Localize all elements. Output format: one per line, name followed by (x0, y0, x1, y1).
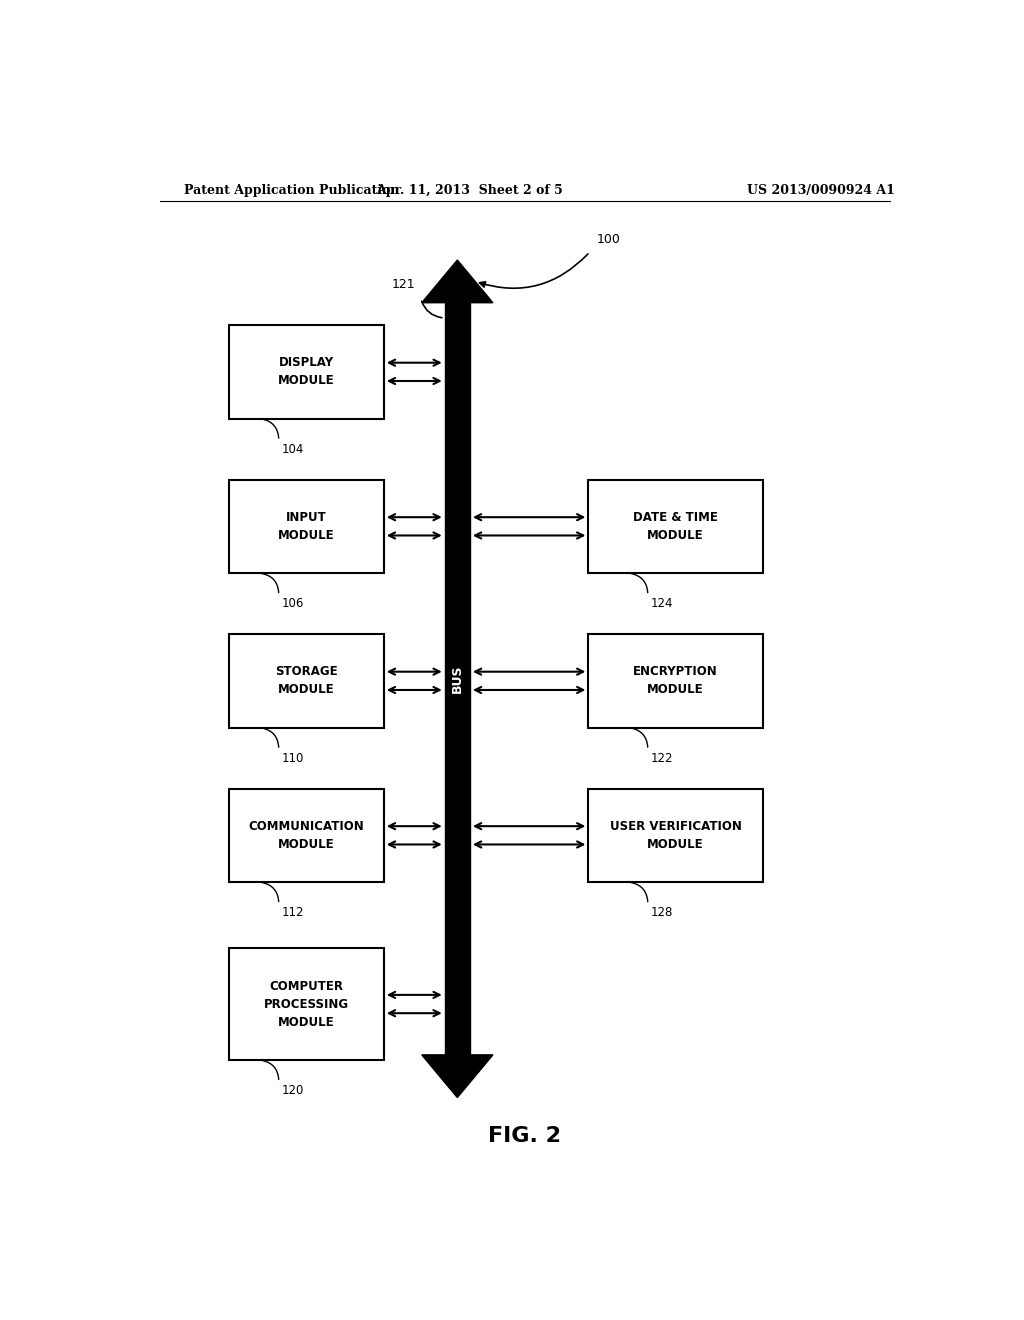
Text: BUS: BUS (451, 664, 464, 693)
Polygon shape (422, 1055, 493, 1097)
Text: 106: 106 (282, 598, 304, 610)
Text: US 2013/0090924 A1: US 2013/0090924 A1 (748, 185, 895, 198)
Text: DISPLAY
MODULE: DISPLAY MODULE (279, 356, 335, 387)
Text: DATE & TIME
MODULE: DATE & TIME MODULE (633, 511, 718, 541)
FancyArrowPatch shape (262, 729, 279, 747)
Text: 122: 122 (651, 752, 674, 766)
Text: USER VERIFICATION
MODULE: USER VERIFICATION MODULE (609, 820, 741, 851)
Text: 104: 104 (282, 444, 304, 455)
Polygon shape (444, 302, 470, 1055)
FancyArrowPatch shape (631, 573, 648, 593)
FancyBboxPatch shape (229, 788, 384, 882)
Text: Patent Application Publication: Patent Application Publication (183, 185, 399, 198)
FancyArrowPatch shape (262, 418, 279, 438)
FancyBboxPatch shape (588, 634, 763, 727)
FancyArrowPatch shape (479, 253, 588, 288)
Text: 110: 110 (282, 752, 304, 766)
Text: COMPUTER
PROCESSING
MODULE: COMPUTER PROCESSING MODULE (264, 979, 349, 1028)
FancyArrowPatch shape (262, 883, 279, 902)
Text: COMMUNICATION
MODULE: COMMUNICATION MODULE (249, 820, 365, 851)
FancyBboxPatch shape (229, 479, 384, 573)
Text: 100: 100 (596, 234, 621, 247)
Text: FIG. 2: FIG. 2 (488, 1126, 561, 1146)
FancyArrowPatch shape (262, 573, 279, 593)
FancyArrowPatch shape (631, 883, 648, 902)
Text: ENCRYPTION
MODULE: ENCRYPTION MODULE (633, 665, 718, 697)
FancyArrowPatch shape (422, 301, 442, 318)
FancyArrowPatch shape (262, 1060, 279, 1080)
Text: 120: 120 (282, 1084, 304, 1097)
Text: Apr. 11, 2013  Sheet 2 of 5: Apr. 11, 2013 Sheet 2 of 5 (376, 185, 562, 198)
Polygon shape (422, 260, 493, 302)
Text: 112: 112 (282, 907, 304, 920)
Text: 124: 124 (651, 598, 674, 610)
Text: 128: 128 (651, 907, 674, 920)
FancyArrowPatch shape (631, 729, 648, 747)
FancyBboxPatch shape (229, 325, 384, 418)
FancyBboxPatch shape (229, 948, 384, 1060)
FancyBboxPatch shape (229, 634, 384, 727)
Text: STORAGE
MODULE: STORAGE MODULE (275, 665, 338, 697)
Text: INPUT
MODULE: INPUT MODULE (279, 511, 335, 541)
Text: 121: 121 (391, 277, 415, 290)
FancyBboxPatch shape (588, 788, 763, 882)
FancyBboxPatch shape (588, 479, 763, 573)
